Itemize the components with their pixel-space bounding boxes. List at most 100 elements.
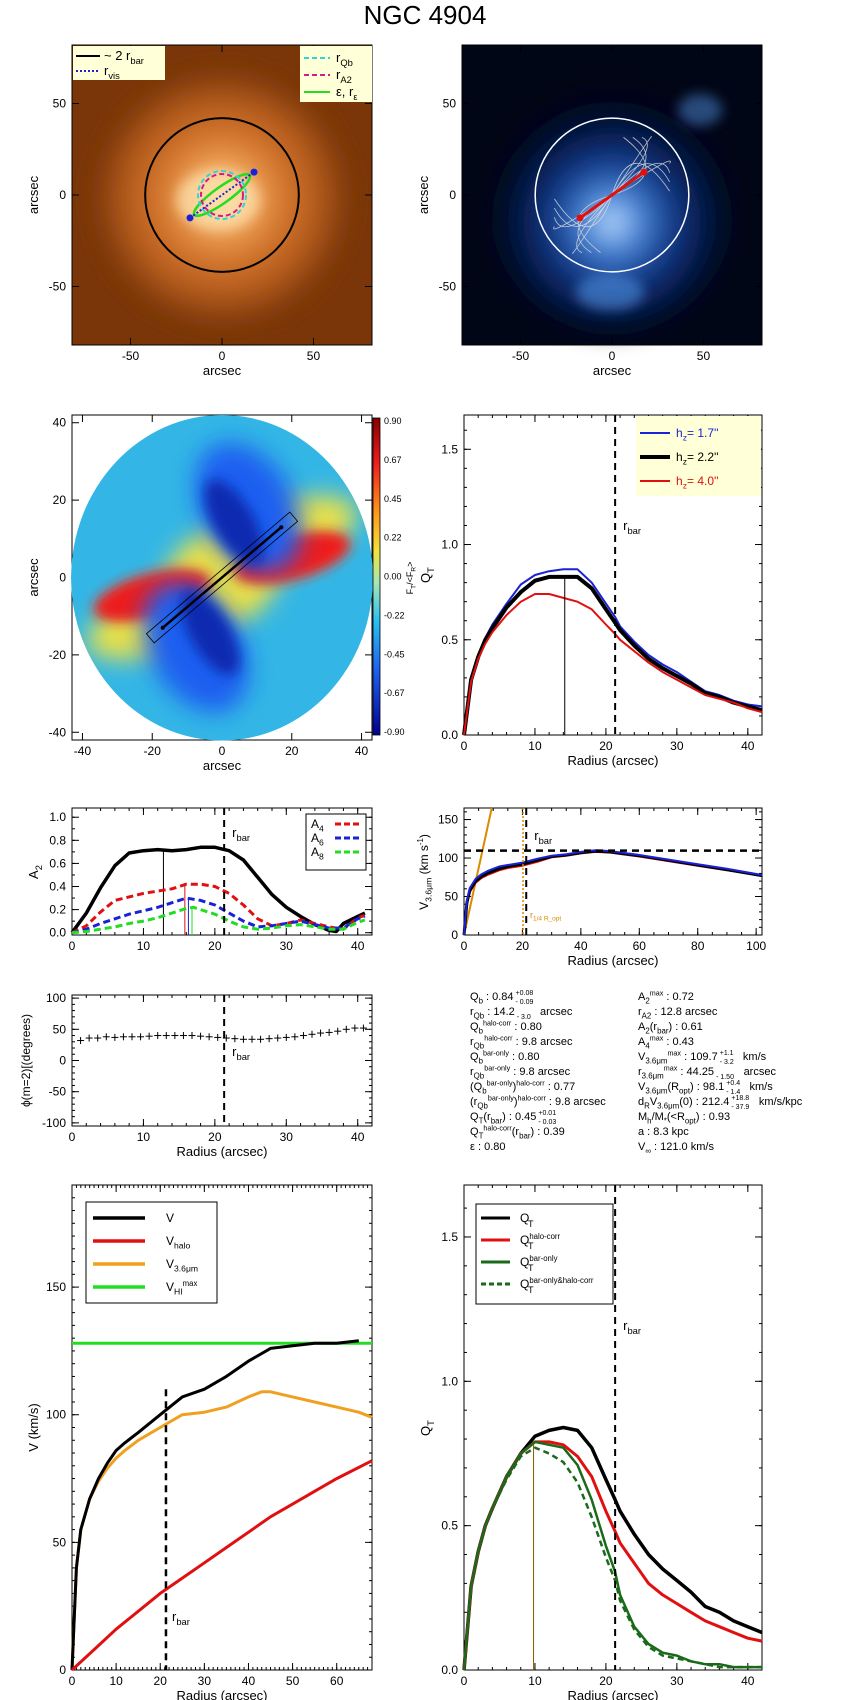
- x-tick-label: 0: [219, 349, 226, 363]
- colorbar: 0.90 0.67 0.45 0.22 0.00 -0.22 -0.45 -0.67 -0.90…: [372, 416, 418, 737]
- error-down: - 3.0: [517, 1014, 531, 1021]
- y-tick-label: 0: [59, 1663, 66, 1677]
- error-down: - 37.9: [731, 1104, 749, 1111]
- x-tick-label: -40: [74, 744, 92, 758]
- phase-point: [257, 1035, 265, 1043]
- x-tick-label: 20: [599, 739, 613, 753]
- error-down: - 0.09: [516, 999, 534, 1006]
- legend-label: Qbar-only: [520, 1254, 558, 1269]
- y-tick-label: 150: [46, 1280, 66, 1294]
- ropt-label: r1/4 R_opt: [530, 910, 561, 923]
- phase-point: [282, 1033, 290, 1041]
- two-rbar-circle: [534, 117, 690, 273]
- x-tick-label: 20: [154, 1674, 168, 1688]
- error-up: +0.08: [516, 990, 534, 997]
- colorbar-tick-label: 0.67: [384, 455, 402, 465]
- legend-label: ε, rε: [336, 84, 358, 102]
- info-left-row: rQbhalo-corr : 9.8 arcsec: [470, 1033, 573, 1050]
- negative-lobe-dark: [204, 479, 264, 566]
- x-axis-label: Radius (arcsec): [176, 1688, 267, 1700]
- rvis-line: [189, 171, 255, 219]
- error-up: +1.1: [720, 1050, 734, 1057]
- bar-axis-line: [579, 170, 645, 220]
- info-right-row: V∞ : 121.0 km/s: [638, 1141, 714, 1155]
- galaxy-glow: [492, 90, 732, 330]
- force-contours: [553, 136, 671, 254]
- y-tick-label: 0.0: [49, 926, 66, 940]
- phase-point: [145, 1032, 153, 1040]
- colorbar-tick-label: 0.22: [384, 533, 402, 543]
- x-axis-label: arcsec: [203, 363, 242, 378]
- info-right-row: A2(rbar) : 0.61: [638, 1021, 703, 1035]
- y-tick-label: 50: [53, 1535, 67, 1549]
- info-left-row: QThalo-corr(rbar) : 0.39: [470, 1123, 565, 1140]
- bar-axis-line: [161, 526, 283, 629]
- plot-frame: [463, 1184, 763, 1671]
- galaxy-arm-blob: [576, 274, 644, 310]
- legend-label: A6: [311, 831, 324, 848]
- plot-frame: [463, 807, 763, 936]
- y-tick-label: 40: [53, 416, 67, 430]
- phase-point: [214, 1033, 222, 1041]
- x-tick-label: 10: [528, 739, 542, 753]
- axes-p9: 0 10 20 30 40 0.0 0.5 1.0 1.5 Radius (arcsec) rbar…: [441, 1184, 763, 1700]
- y-tick-label: 1.5: [441, 442, 458, 456]
- contour: [611, 137, 648, 196]
- error-down: - 1.4: [726, 1089, 740, 1096]
- x-tick-label: 0: [69, 1130, 76, 1144]
- legend-label: hz= 4.0'': [676, 474, 719, 491]
- x-tick-label: 50: [697, 349, 711, 363]
- y-tick-label: 1.0: [441, 1374, 458, 1388]
- legend-label: VHImax: [166, 1279, 197, 1297]
- phase-point: [111, 1033, 119, 1041]
- phase-point: [334, 1027, 342, 1035]
- y-tick-label: 0.8: [49, 833, 66, 847]
- phase-point: [85, 1034, 93, 1042]
- x-tick-label: 80: [691, 939, 705, 953]
- x-tick-label: 30: [280, 939, 294, 953]
- legend-label: ~ 2 rbar: [104, 48, 144, 66]
- legend-label-sub: T: [528, 1263, 534, 1273]
- legend: V Vhalo V3.6μm VHImax: [85, 1201, 218, 1304]
- phase-point: [248, 1035, 256, 1043]
- rbar-label: rbar: [232, 825, 250, 843]
- y-tick-label: 0: [59, 188, 66, 202]
- x-tick-label: -50: [122, 349, 140, 363]
- info-right-row: a : 8.3 kpc: [638, 1126, 689, 1138]
- colorbar-tick-label: -0.45: [384, 649, 405, 659]
- legend-label: V: [166, 1211, 174, 1225]
- contour: [611, 162, 671, 196]
- contour: [572, 194, 613, 254]
- value-unit: arcsec: [744, 1066, 777, 1078]
- colorbar-tick-label: 0.00: [384, 572, 402, 582]
- x-tick-label: 40: [574, 939, 588, 953]
- rc-series-2: [70, 1339, 359, 1671]
- x-tick-label: 20: [516, 939, 530, 953]
- x-tick-label: -20: [144, 744, 162, 758]
- qt-series-2: [463, 593, 763, 736]
- colorbar-tick-label: -0.90: [384, 727, 405, 737]
- y-tick-label: 100: [46, 991, 66, 1005]
- info-left-row: Qbbar-only : 0.80: [470, 1048, 540, 1065]
- info-right-row: dRV3.6μm(0) : 212.4: [638, 1096, 729, 1110]
- y-axis-label: arcsec: [26, 558, 41, 597]
- phase-point: [171, 1032, 179, 1040]
- colorbar-gradient: [372, 417, 381, 736]
- phase-point: [308, 1030, 316, 1038]
- info-right-row: A4max : 0.43: [638, 1033, 694, 1050]
- phase-point: [137, 1033, 145, 1041]
- rbar-label: rbar: [623, 1318, 641, 1336]
- colorbar-tick-label: -0.22: [384, 610, 405, 620]
- rc-series-3: [70, 1459, 373, 1672]
- plot-frame: [463, 414, 763, 736]
- value-unit: km/s: [743, 1051, 767, 1063]
- x-tick-label: 100: [746, 939, 766, 953]
- legend-label: Q: [520, 1211, 529, 1225]
- x-tick-label: 40: [351, 1130, 365, 1144]
- rbar-label: rbar: [534, 828, 552, 846]
- y-tick-label: 0: [59, 571, 66, 585]
- fourier-series-3: [71, 905, 366, 935]
- plot-frame: [71, 807, 373, 936]
